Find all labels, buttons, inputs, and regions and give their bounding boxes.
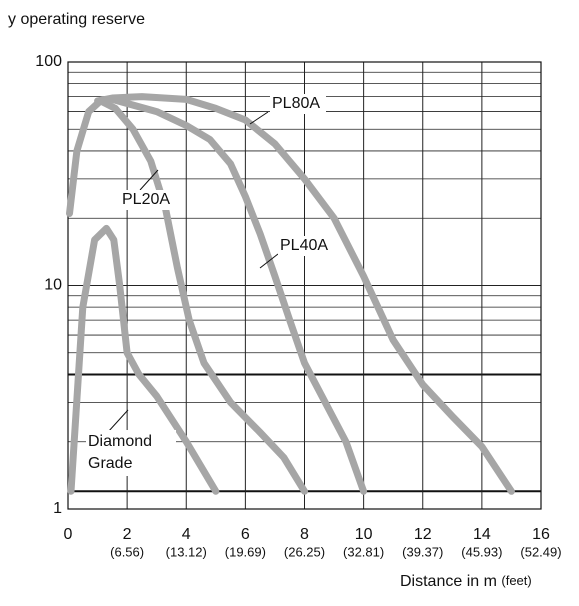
series-label: PL20A bbox=[122, 191, 170, 208]
x-tick-secondary-label: (19.69) bbox=[225, 544, 266, 559]
y-tick-label: 1 bbox=[53, 500, 62, 517]
label-leader bbox=[249, 111, 269, 125]
x-tick-label: 8 bbox=[300, 526, 309, 543]
label-bg bbox=[120, 190, 176, 210]
x-tick-label: 0 bbox=[64, 526, 73, 543]
x-tick-secondary-label: (26.25) bbox=[284, 544, 325, 559]
x-tick-label: 12 bbox=[414, 526, 432, 543]
x-tick-label: 16 bbox=[532, 526, 550, 543]
x-tick-label: 4 bbox=[182, 526, 191, 543]
x-tick-secondary-label: (39.37) bbox=[402, 544, 443, 559]
label-bg bbox=[270, 94, 326, 114]
x-tick-secondary-label: (45.93) bbox=[461, 544, 502, 559]
x-tick-label: 14 bbox=[473, 526, 491, 543]
x-tick-secondary-label: (52.49) bbox=[520, 544, 561, 559]
x-axis-unit: (feet) bbox=[501, 573, 531, 588]
x-tick-secondary-label: (32.81) bbox=[343, 544, 384, 559]
plot-frame bbox=[67, 61, 542, 510]
label-leader bbox=[259, 253, 279, 269]
y-axis-title: y operating reserve bbox=[8, 11, 145, 28]
series-label: PL40A bbox=[280, 237, 328, 254]
x-axis-title-main: Distance in m bbox=[400, 573, 497, 590]
label-bg bbox=[86, 430, 176, 476]
series-line bbox=[108, 95, 368, 495]
x-tick-label: 6 bbox=[241, 526, 250, 543]
y-tick-label: 10 bbox=[44, 277, 62, 294]
x-axis-title: Distance in m (feet) bbox=[400, 573, 532, 590]
label-leader bbox=[107, 409, 129, 433]
series-line bbox=[94, 93, 515, 495]
series-label-line: Grade bbox=[88, 455, 133, 472]
x-tick-label: 2 bbox=[123, 526, 132, 543]
label-bg bbox=[278, 236, 334, 256]
x-tick-secondary-label: (13.12) bbox=[166, 544, 207, 559]
label-leader bbox=[139, 169, 159, 191]
y-tick-label: 100 bbox=[35, 53, 62, 70]
series-label: PL80A bbox=[272, 95, 320, 112]
series-line bbox=[67, 224, 220, 495]
x-tick-label: 10 bbox=[355, 526, 373, 543]
series-label-line: Diamond bbox=[88, 433, 152, 450]
series-label: Diamond Grade bbox=[88, 433, 152, 472]
x-tick-secondary-label: (6.56) bbox=[110, 544, 144, 559]
